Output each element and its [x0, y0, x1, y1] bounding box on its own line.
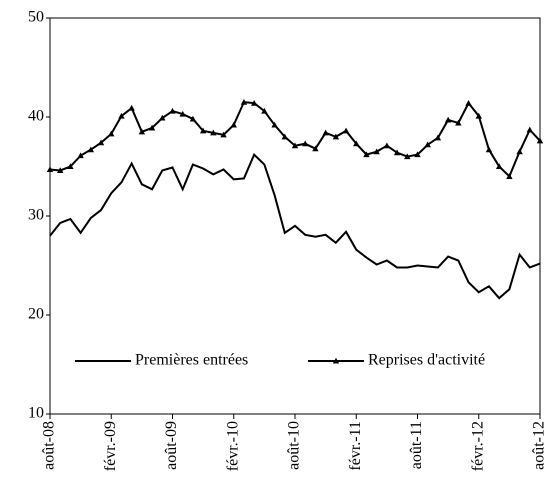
x-tick-label: août-10 [286, 421, 303, 470]
point-marker [87, 146, 95, 153]
point-marker [179, 110, 186, 117]
x-tick-label: août-12 [531, 421, 547, 470]
series-line [49, 152, 541, 300]
point-marker [322, 129, 329, 136]
point-marker [536, 137, 544, 144]
point-marker [57, 167, 64, 174]
point-marker [526, 126, 533, 133]
legend-label: Premières entrées [135, 352, 248, 369]
y-tick-label: 20 [28, 306, 44, 323]
y-tick-label: 30 [28, 207, 44, 224]
point-marker [148, 124, 156, 131]
x-tick-label: févr.-10 [224, 421, 241, 471]
point-marker [424, 141, 431, 148]
point-marker [240, 98, 248, 105]
point-marker [475, 112, 482, 119]
point-marker [46, 166, 54, 173]
point-marker [118, 112, 125, 119]
point-marker [485, 146, 493, 153]
point-marker [465, 99, 472, 106]
point-marker [250, 99, 258, 106]
point-marker [373, 148, 380, 155]
point-marker [230, 121, 237, 128]
point-marker [189, 115, 197, 122]
x-tick-label: févr.-11 [347, 421, 364, 471]
y-tick-label: 50 [28, 9, 44, 26]
point-marker [261, 107, 268, 114]
point-marker [108, 130, 115, 137]
y-tick-label: 10 [28, 405, 44, 422]
point-marker [67, 163, 74, 170]
point-marker [414, 151, 421, 158]
point-marker [97, 139, 105, 146]
x-tick-label: août-11 [408, 421, 425, 469]
point-marker [302, 140, 309, 147]
point-marker [271, 121, 278, 128]
point-marker [169, 107, 176, 114]
x-tick-label: août-09 [163, 421, 180, 470]
point-marker [495, 163, 503, 170]
point-marker [455, 119, 462, 126]
point-marker [353, 140, 360, 147]
point-marker [404, 153, 411, 160]
legend-marker [332, 357, 340, 364]
point-marker [77, 152, 84, 159]
y-tick-label: 40 [28, 108, 44, 125]
legend-label: Reprises d'activité [368, 352, 485, 369]
x-tick-label: févr.-12 [469, 421, 486, 471]
point-marker [383, 142, 391, 149]
point-marker [506, 173, 513, 179]
point-marker [342, 127, 350, 134]
x-tick-label: févr.-09 [102, 421, 119, 471]
point-marker [210, 129, 217, 136]
point-marker [363, 151, 370, 158]
series-line [49, 101, 541, 179]
point-marker [199, 127, 207, 134]
point-marker [138, 128, 146, 135]
point-marker [393, 149, 401, 156]
point-marker [291, 142, 299, 149]
point-marker [128, 104, 135, 111]
point-marker [220, 131, 227, 138]
point-marker [159, 114, 166, 121]
point-marker [281, 133, 288, 140]
point-marker [434, 134, 442, 141]
point-marker [332, 133, 340, 140]
x-tick-label: août-08 [41, 421, 58, 470]
point-marker [312, 145, 319, 152]
point-marker [516, 148, 523, 155]
point-marker [444, 116, 452, 123]
